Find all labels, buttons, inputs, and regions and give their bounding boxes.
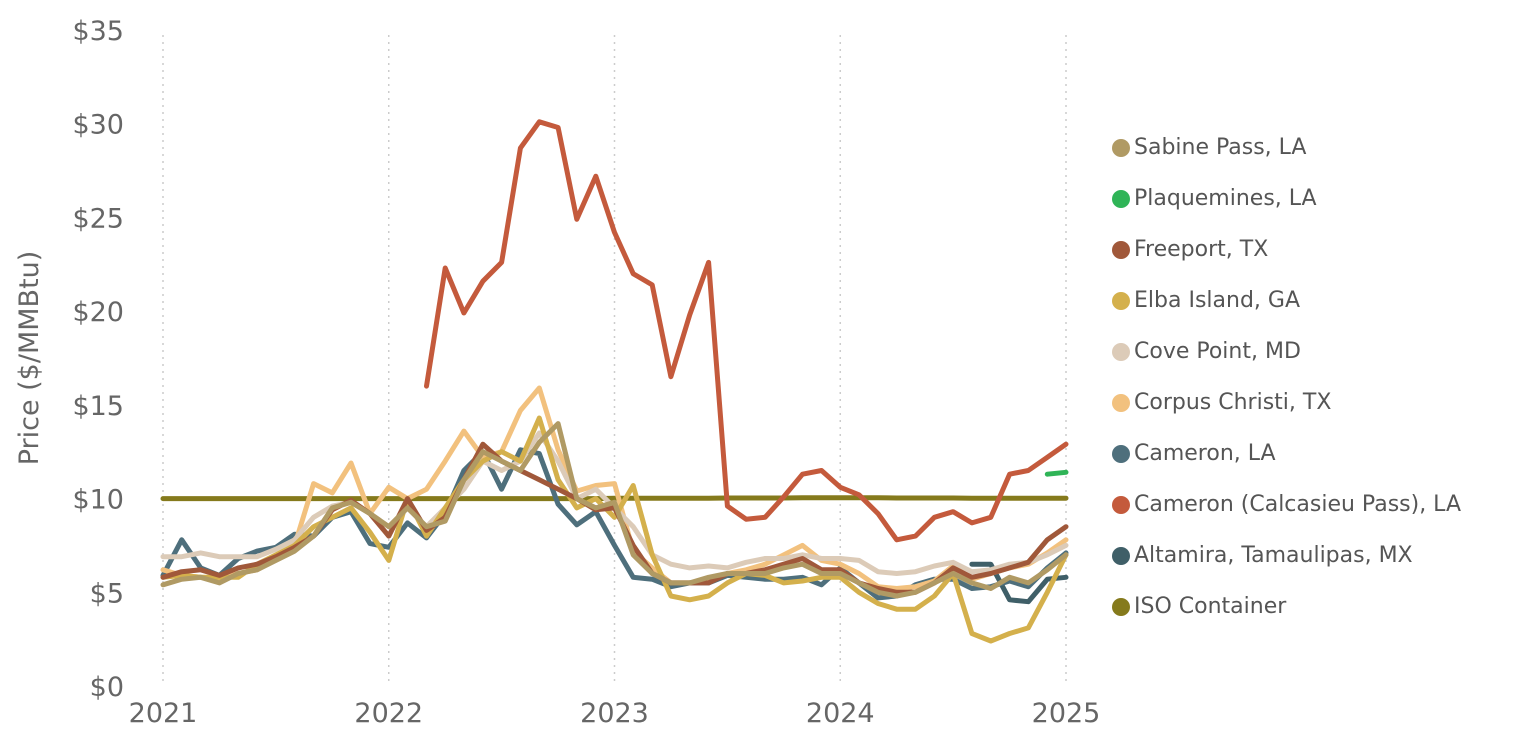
y-tick-label: $35 bbox=[72, 16, 124, 47]
series-line bbox=[160, 495, 1069, 502]
legend-swatch bbox=[1112, 343, 1130, 361]
x-tick-label: 2024 bbox=[806, 698, 875, 728]
y-tick-label: $30 bbox=[72, 110, 124, 141]
legend-label: Cove Point, MD bbox=[1134, 339, 1301, 364]
legend-swatch bbox=[1112, 598, 1130, 616]
legend-label: Corpus Christi, TX bbox=[1134, 390, 1331, 415]
legend-label: Sabine Pass, LA bbox=[1134, 135, 1306, 160]
y-tick-label: $0 bbox=[90, 672, 124, 703]
legend-label: Cameron (Calcasieu Pass), LA bbox=[1134, 492, 1461, 517]
legend-label: Freeport, TX bbox=[1134, 237, 1268, 262]
series-line bbox=[424, 119, 1069, 543]
series-line bbox=[160, 421, 1069, 599]
legend-swatch bbox=[1112, 547, 1130, 565]
x-tick-label: 2023 bbox=[580, 698, 649, 728]
legend-swatch bbox=[1112, 496, 1130, 514]
y-tick-label: $15 bbox=[72, 391, 124, 422]
y-tick-label: $20 bbox=[72, 297, 124, 328]
legend-label: Elba Island, GA bbox=[1134, 288, 1300, 313]
legend-swatch bbox=[1112, 190, 1130, 208]
series-line bbox=[969, 561, 1069, 605]
legend-swatch bbox=[1112, 394, 1130, 412]
series-line bbox=[160, 415, 1069, 644]
x-tick-label: 2025 bbox=[1032, 698, 1101, 728]
y-tick-label: $10 bbox=[72, 485, 124, 516]
legend-label: ISO Container bbox=[1134, 594, 1287, 619]
y-tick-label: $25 bbox=[72, 203, 124, 234]
legend-label: Plaquemines, LA bbox=[1134, 186, 1317, 211]
x-tick-label: 2022 bbox=[354, 698, 423, 728]
legend-label: Altamira, Tamaulipas, MX bbox=[1134, 543, 1413, 568]
series-line bbox=[160, 385, 1069, 591]
legend-swatch bbox=[1112, 445, 1130, 463]
series-line bbox=[1044, 469, 1069, 477]
legend-swatch bbox=[1112, 241, 1130, 259]
legend-label: Cameron, LA bbox=[1134, 441, 1276, 466]
y-axis-label: Price ($/MMBtu) bbox=[14, 251, 45, 466]
y-tick-label: $5 bbox=[90, 578, 124, 609]
legend-swatch bbox=[1112, 292, 1130, 310]
x-tick-label: 2021 bbox=[129, 698, 198, 728]
legend-swatch bbox=[1112, 139, 1130, 157]
